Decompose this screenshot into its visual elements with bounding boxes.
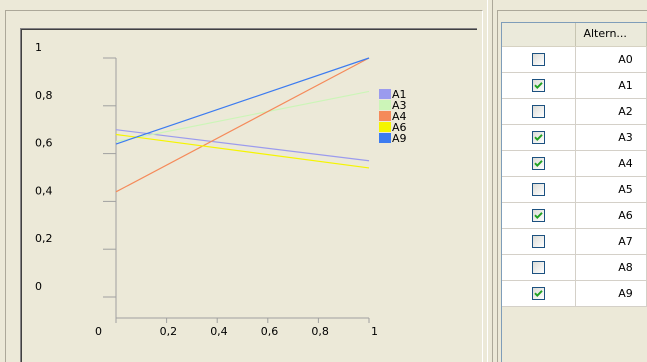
check-icon: [534, 290, 543, 297]
checkbox-unchecked[interactable]: [532, 105, 546, 118]
alternative-name-cell: A8: [576, 255, 647, 281]
y-tick-label: 0: [35, 280, 42, 293]
checkbox-cell[interactable]: [502, 255, 577, 281]
x-tick-label: 0,6: [261, 325, 279, 338]
header-alternative-column[interactable]: Altern...: [576, 23, 647, 46]
table-row[interactable]: A3: [502, 125, 647, 151]
alternative-name-cell: A9: [576, 281, 647, 307]
x-tick-label: 1: [371, 325, 378, 338]
panel-splitter[interactable]: [487, 0, 493, 362]
legend-swatch-a6: [379, 122, 391, 132]
alternative-name-cell: A6: [576, 203, 647, 229]
table-row[interactable]: A5: [502, 177, 647, 203]
alternative-name-cell: A7: [576, 229, 647, 255]
y-tick-label: 1: [35, 41, 42, 54]
table-row[interactable]: A1: [502, 73, 647, 99]
legend-label: A4: [392, 110, 407, 123]
check-icon: [534, 160, 543, 167]
legend-label: A3: [392, 99, 407, 112]
x-tick-label: 0: [95, 325, 102, 338]
checkbox-checked[interactable]: [532, 131, 546, 144]
series-line-a1: [115, 129, 370, 162]
legend-swatch-a9: [379, 133, 391, 143]
x-tick-label: 0,4: [210, 325, 228, 338]
check-icon: [534, 82, 543, 89]
checkbox-cell[interactable]: [502, 229, 577, 255]
table-row[interactable]: A2: [502, 99, 647, 125]
table-row[interactable]: A6: [502, 203, 647, 229]
series-line-a9: [115, 57, 370, 145]
y-tick-label: 0,6: [35, 137, 53, 150]
grid-header: Altern...: [502, 23, 647, 47]
table-row[interactable]: A0: [502, 47, 647, 73]
checkbox-unchecked[interactable]: [532, 261, 546, 274]
alternatives-grid: Altern... A0 A1 A2 A3 A4 A5 A6 A7 A8 A9: [501, 22, 647, 362]
alternative-name-cell: A3: [576, 125, 647, 151]
x-tick-label: 0,2: [160, 325, 178, 338]
table-row[interactable]: A9: [502, 281, 647, 307]
alternative-name-cell: A4: [576, 151, 647, 177]
legend-label: A9: [392, 132, 407, 145]
checkbox-unchecked[interactable]: [532, 183, 546, 196]
legend-swatch-a4: [379, 111, 391, 121]
table-row[interactable]: A4: [502, 151, 647, 177]
series-line-a6: [115, 133, 370, 169]
y-tick-label: 0,8: [35, 89, 53, 102]
check-icon: [534, 134, 543, 141]
checkbox-cell[interactable]: [502, 73, 577, 99]
legend-swatch-a3: [379, 100, 391, 110]
alternative-name-cell: A2: [576, 99, 647, 125]
checkbox-cell[interactable]: [502, 99, 577, 125]
legend-swatch-a1: [379, 89, 391, 99]
series-line-a3: [115, 90, 370, 143]
alternatives-panel: [497, 10, 647, 362]
checkbox-cell[interactable]: [502, 47, 577, 73]
alternative-name-cell: A0: [576, 47, 647, 73]
y-tick-label: 0,4: [35, 184, 53, 197]
series-line-a4: [115, 57, 370, 193]
grid-rows: A0 A1 A2 A3 A4 A5 A6 A7 A8 A9: [502, 47, 647, 307]
checkbox-cell[interactable]: [502, 281, 577, 307]
checkbox-cell[interactable]: [502, 177, 577, 203]
checkbox-cell[interactable]: [502, 125, 577, 151]
legend-label: A1: [392, 88, 407, 101]
checkbox-cell[interactable]: [502, 203, 577, 229]
table-row[interactable]: A8: [502, 255, 647, 281]
checkbox-unchecked[interactable]: [532, 235, 546, 248]
check-icon: [534, 212, 543, 219]
checkbox-unchecked[interactable]: [532, 53, 546, 66]
chart-panel: [5, 10, 483, 362]
chart-area: 0 0,2 0,4 0,6 0,8 1 0 0,2 0,4 0,6 0,8 1 A1 A3 A4 A6 A9: [20, 28, 477, 362]
table-row[interactable]: A7: [502, 229, 647, 255]
header-check-column[interactable]: [502, 23, 577, 46]
checkbox-checked[interactable]: [532, 209, 546, 222]
alternative-name-cell: A1: [576, 73, 647, 99]
legend-label: A6: [392, 121, 407, 134]
checkbox-checked[interactable]: [532, 287, 546, 300]
y-tick-label: 0,2: [35, 232, 53, 245]
checkbox-cell[interactable]: [502, 151, 577, 177]
alternative-name-cell: A5: [576, 177, 647, 203]
checkbox-checked[interactable]: [532, 157, 546, 170]
x-tick-label: 0,8: [311, 325, 329, 338]
checkbox-checked[interactable]: [532, 79, 546, 92]
